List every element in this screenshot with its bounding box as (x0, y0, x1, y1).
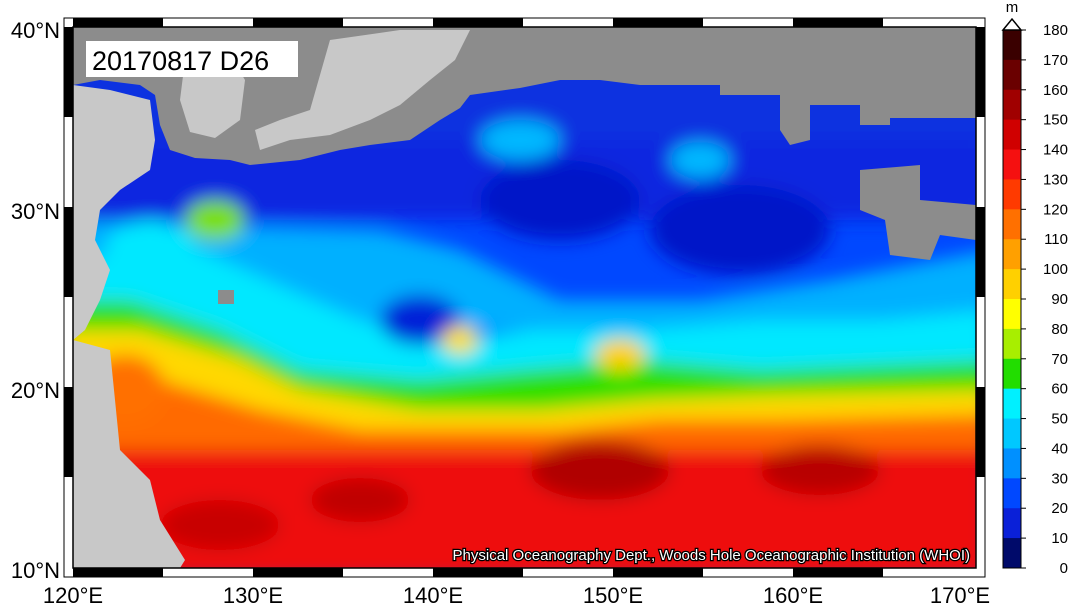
colorbar-band (1003, 179, 1021, 210)
colorbar-band (1003, 269, 1021, 300)
colorbar-label: 100 (1043, 261, 1068, 278)
colorbar-band (1003, 149, 1021, 180)
colorbar-label: 80 (1051, 321, 1068, 338)
colorbar-band (1003, 538, 1021, 568)
colorbar-label: 170 (1043, 52, 1068, 69)
colorbar-band (1003, 209, 1021, 240)
colorbar-band (1003, 299, 1021, 330)
colorbar-label: 40 (1051, 440, 1068, 457)
lon-label-160: 160°E (763, 583, 823, 606)
lon-label-140: 140°E (403, 583, 463, 606)
colorbar-label: 10 (1051, 530, 1068, 547)
colorbar-band (1003, 59, 1021, 91)
colorbar-label: 110 (1044, 231, 1068, 248)
colorbar-label: 90 (1051, 291, 1068, 308)
colorbar-unit: m (1006, 0, 1019, 16)
lat-label-40: 40°N (11, 18, 60, 43)
lat-label-20: 20°N (11, 378, 60, 403)
colorbar-label: 0 (1060, 560, 1068, 577)
lon-label-130: 130°E (223, 583, 283, 606)
colorbar-band (1003, 448, 1021, 479)
date-label: 20170817 D26 (92, 46, 269, 76)
colorbar-label: 130 (1043, 171, 1068, 188)
colorbar-label: 150 (1043, 112, 1068, 129)
map-plot-area (73, 27, 976, 568)
colorbar-band (1003, 89, 1021, 121)
colorbar-band (1003, 239, 1021, 270)
lon-label-120: 120°E (43, 583, 103, 606)
map-frame (72, 26, 977, 569)
map-border-ticks (63, 17, 986, 578)
colorbar-band (1003, 478, 1021, 509)
colorbar-label: 70 (1051, 351, 1068, 368)
colorbar-label: 50 (1051, 411, 1068, 428)
colorbar-label: 30 (1051, 470, 1068, 487)
colorbar-label: 60 (1051, 381, 1068, 398)
colorbar-arrow-icon (1001, 17, 1023, 31)
colorbar: 1801701601501401301201101009080706050403… (1002, 22, 1068, 577)
colorbar-band (1003, 388, 1021, 420)
colorbar-band (1003, 358, 1021, 390)
date-label-box (86, 41, 298, 77)
credit-text: Physical Oceanography Dept., Woods Hole … (453, 547, 970, 564)
colorbar-label: 120 (1043, 201, 1068, 218)
colorbar-label: 160 (1043, 82, 1068, 99)
colorbar-label: 180 (1043, 22, 1068, 39)
lon-label-170: 170°E (930, 583, 990, 606)
lat-label-10: 10°N (11, 558, 60, 583)
colorbar-band (1003, 328, 1021, 360)
colorbar-label: 140 (1043, 142, 1068, 159)
colorbar-band (1003, 418, 1021, 449)
colorbar-band (1003, 119, 1021, 151)
colorbar-label: 20 (1051, 500, 1068, 517)
colorbar-band (1003, 508, 1021, 539)
land-mask (73, 27, 976, 568)
lat-label-30: 30°N (11, 199, 60, 224)
lon-label-150: 150°E (583, 583, 643, 606)
colorbar-band (1003, 30, 1021, 61)
